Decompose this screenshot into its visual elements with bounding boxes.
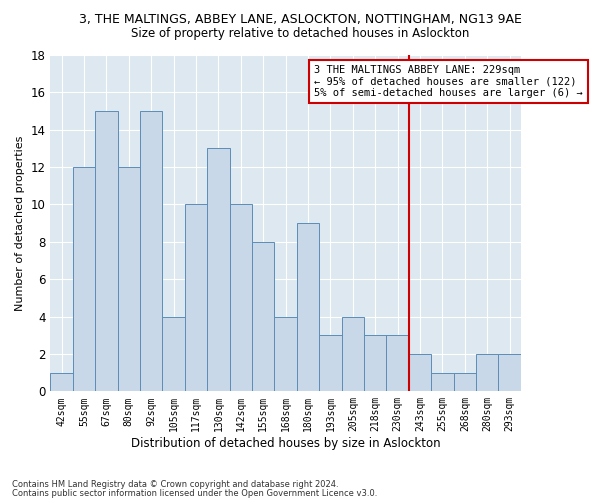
Bar (252, 242, 274, 392)
Text: 3 THE MALTINGS ABBEY LANE: 229sqm
← 95% of detached houses are smaller (122)
5% : 3 THE MALTINGS ABBEY LANE: 229sqm ← 95% … (314, 65, 583, 98)
Bar (230, 204, 252, 392)
Bar (95, 111, 118, 392)
X-axis label: Distribution of detached houses by size in Aslockton: Distribution of detached houses by size … (131, 437, 440, 450)
Bar (207, 148, 230, 392)
Bar (341, 316, 364, 392)
Bar (163, 316, 185, 392)
Bar (409, 354, 431, 392)
Bar (297, 223, 319, 392)
Text: Contains HM Land Registry data © Crown copyright and database right 2024.: Contains HM Land Registry data © Crown c… (12, 480, 338, 489)
Y-axis label: Number of detached properties: Number of detached properties (15, 136, 25, 311)
Bar (454, 372, 476, 392)
Bar (274, 316, 297, 392)
Text: Contains public sector information licensed under the Open Government Licence v3: Contains public sector information licen… (12, 489, 377, 498)
Bar (140, 111, 163, 392)
Bar (185, 204, 207, 392)
Text: 3, THE MALTINGS, ABBEY LANE, ASLOCKTON, NOTTINGHAM, NG13 9AE: 3, THE MALTINGS, ABBEY LANE, ASLOCKTON, … (79, 12, 521, 26)
Bar (364, 336, 386, 392)
Bar (431, 372, 454, 392)
Bar (386, 336, 409, 392)
Bar (73, 167, 95, 392)
Bar (476, 354, 499, 392)
Text: Size of property relative to detached houses in Aslockton: Size of property relative to detached ho… (131, 28, 469, 40)
Bar (499, 354, 521, 392)
Bar (50, 372, 73, 392)
Bar (319, 336, 341, 392)
Bar (118, 167, 140, 392)
